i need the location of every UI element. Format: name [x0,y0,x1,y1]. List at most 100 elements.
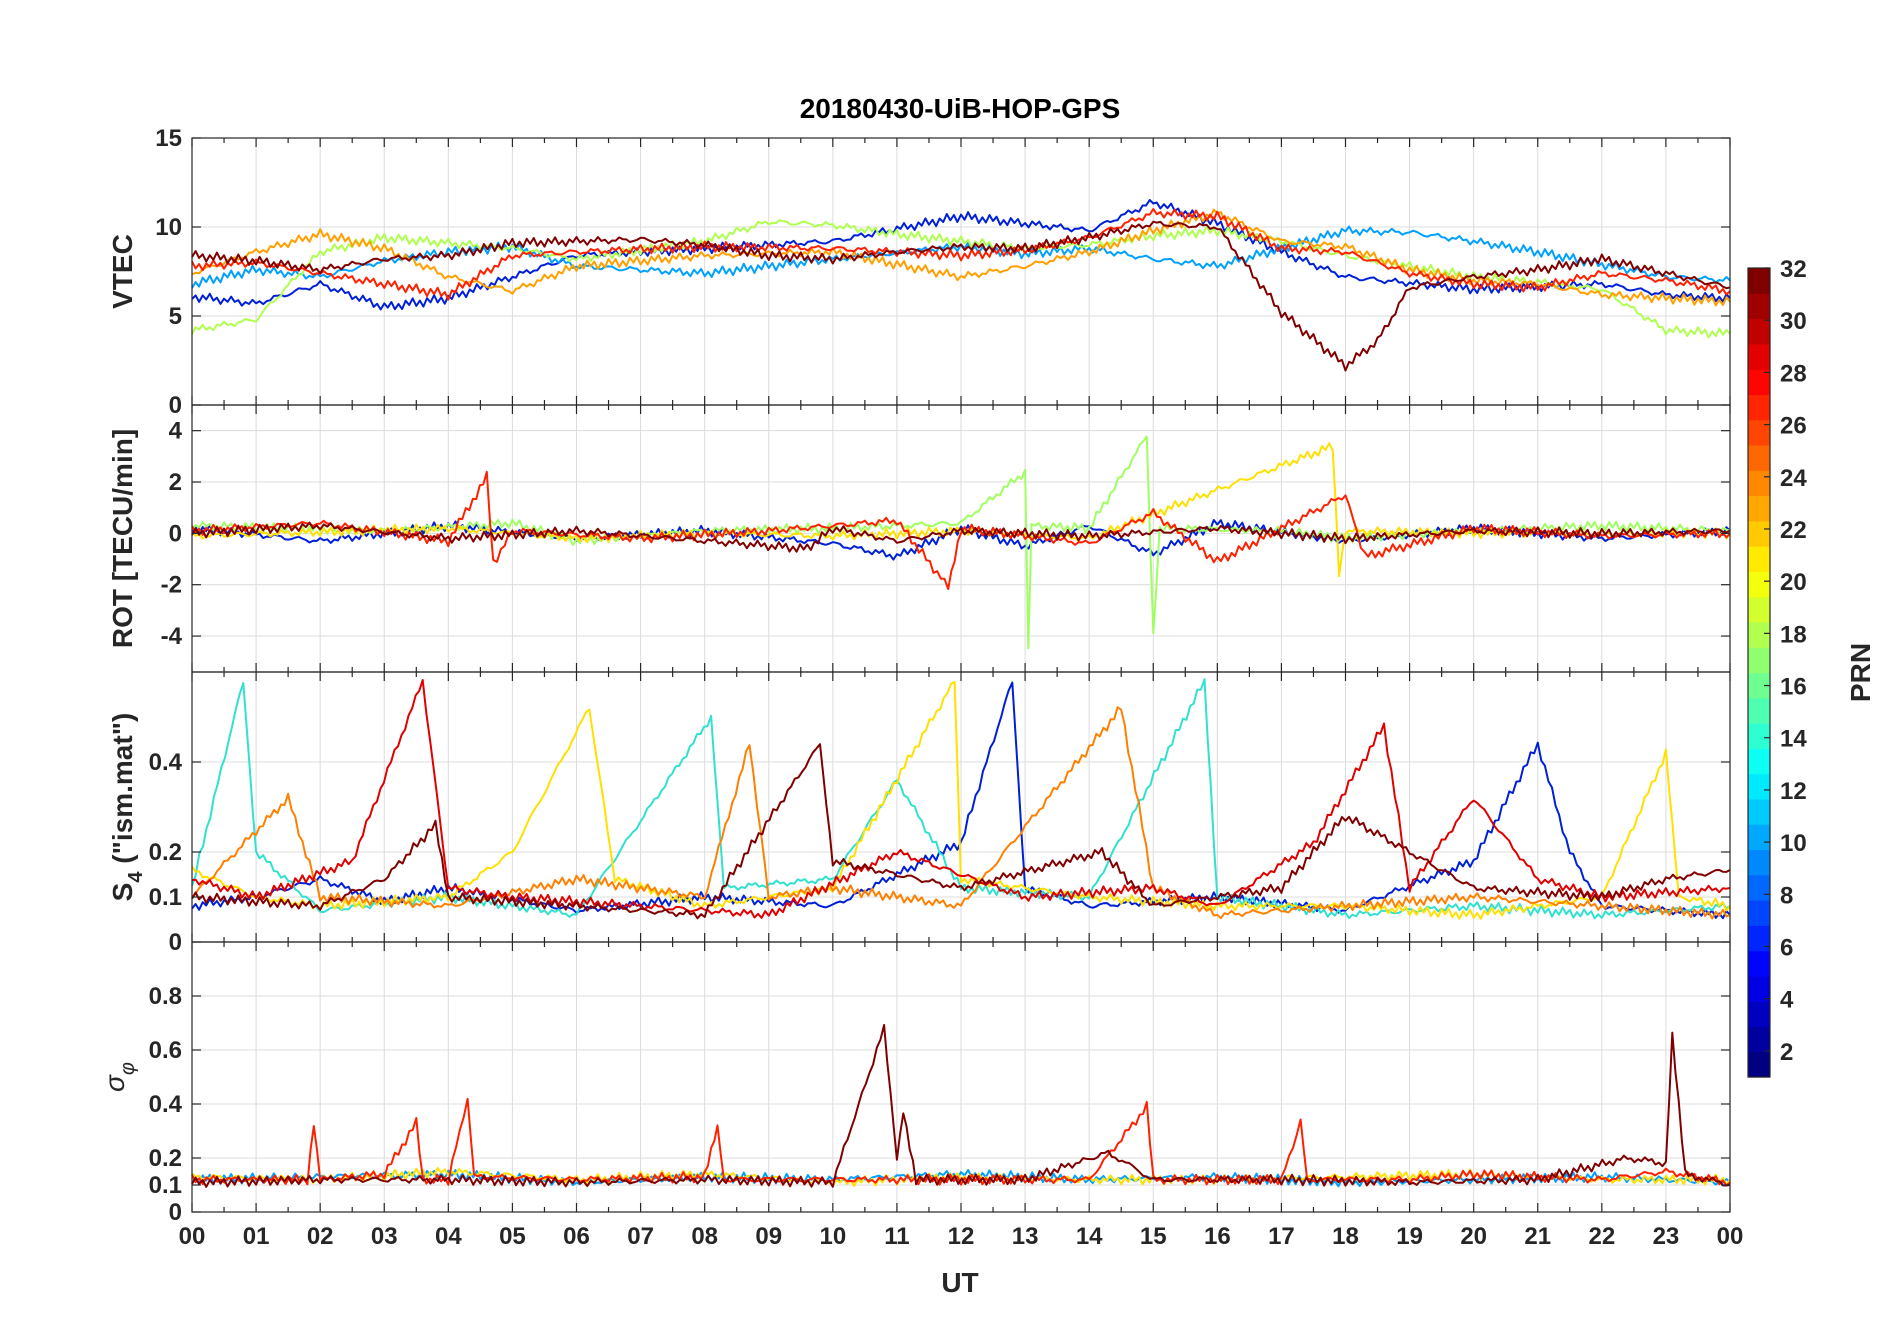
colorbar-segment [1748,1051,1770,1078]
y-axis-label-sub: 4 [125,871,147,883]
y-tick-label: 0 [169,929,182,956]
colorbar-tick-label: 16 [1780,674,1807,701]
y-tick-label: 4 [169,418,183,445]
y-axis-label: S4 ("ism.mat") [107,713,147,902]
colorbar-segment [1748,925,1770,952]
colorbar-segment [1748,1001,1770,1028]
y-tick-label: 10 [155,214,182,241]
x-tick-label: 23 [1653,1223,1680,1250]
x-tick-label: 16 [1204,1223,1231,1250]
y-tick-label: 0 [169,520,182,547]
y-tick-label: -2 [161,572,182,599]
colorbar-segment [1748,975,1770,1002]
colorbar-segment [1748,874,1770,901]
chart-title: 20180430-UiB-HOP-GPS [800,93,1121,124]
x-tick-label: 00 [1717,1223,1744,1250]
colorbar-segment [1748,571,1770,598]
x-tick-label: 18 [1332,1223,1359,1250]
colorbar-tick-label: 6 [1780,935,1793,962]
x-tick-label: 11 [884,1223,909,1250]
series-prn-27 [191,470,1731,590]
x-tick-label: 09 [755,1223,782,1250]
colorbar-tick-label: 14 [1780,726,1807,753]
colorbar-tick-label: 24 [1780,465,1807,492]
panel-2: -4 -2 0 2 4 ROT [TECU/min] [107,404,1731,673]
y-tick-label: 0.6 [149,1037,182,1064]
series-prn-32 [191,220,1731,372]
colorbar-tick-label: 30 [1780,308,1807,335]
panel-1: 0 5 10 15 VTEC [107,125,1731,419]
x-tick-label: 17 [1268,1223,1295,1250]
colorbar-segment [1748,647,1770,674]
x-tick-label: 01 [243,1223,270,1250]
y-axis-label-main: S [107,883,138,902]
colorbar-segment [1748,343,1770,370]
colorbar-segment [1748,849,1770,876]
colorbar-segment [1748,394,1770,421]
y-axis-label: σφ [99,1062,139,1092]
series-prn-32 [191,521,1731,553]
series-prn-18 [191,219,1731,339]
colorbar-segment [1748,369,1770,396]
colorbar-segment [1748,419,1770,446]
y-tick-label: 0.2 [149,839,182,866]
y-axis-label-main: σ [99,1074,130,1092]
x-tick-label: 07 [627,1223,654,1250]
y-axis-label-sub: φ [117,1062,139,1075]
colorbar-segment [1748,470,1770,497]
series-prn-32 [191,743,1731,920]
series-prn-22 [191,208,1731,307]
colorbar-segment [1748,268,1770,294]
x-tick-label: 21 [1524,1223,1551,1250]
x-tick-label: 22 [1588,1223,1615,1250]
colorbar-segment [1748,697,1770,724]
colorbar-tick-label: 26 [1780,413,1807,440]
colorbar-segment [1748,520,1770,547]
y-tick-label: 0.2 [149,1145,182,1172]
colorbar-segment [1748,546,1770,572]
x-tick-label: 05 [499,1223,526,1250]
y-tick-label: 0 [169,392,182,419]
colorbar-tick-label: 32 [1780,256,1807,283]
colorbar-tick-label: 20 [1780,569,1807,596]
colorbar-segment [1748,723,1770,749]
series-prn-20 [191,681,1731,920]
y-tick-label: 0.1 [149,884,182,911]
x-tick-label: 19 [1396,1223,1423,1250]
colorbar-tick-label: 12 [1780,778,1807,805]
y-axis-label: ROT [TECU/min] [107,429,138,648]
x-tick-label: 13 [1012,1223,1039,1250]
x-tick-label: 20 [1460,1223,1487,1250]
colorbar-segment [1748,824,1770,851]
x-axis-label: UT [941,1267,978,1298]
colorbar-segment [1748,596,1770,623]
colorbar-tick-label: 28 [1780,360,1807,387]
colorbar-segment [1748,950,1770,977]
colorbar-segment [1748,672,1770,699]
y-axis-label-rest: ("ism.mat") [107,713,138,872]
y-tick-label: 0.1 [149,1172,182,1199]
x-tick-label: 08 [691,1223,718,1250]
x-tick-label: 12 [948,1223,975,1250]
y-tick-label: 5 [169,303,182,330]
colorbar-segment [1748,900,1770,926]
colorbar-segment [1748,773,1770,800]
x-tick-label: 03 [371,1223,398,1250]
y-tick-label: -4 [161,623,183,650]
colorbar-frame [1747,267,1771,1078]
colorbar-tick-label: 22 [1780,517,1807,544]
y-tick-label: 2 [169,469,182,496]
x-tick-label: 15 [1140,1223,1167,1250]
x-tick-label: 06 [563,1223,590,1250]
x-axis: 00 01 02 03 04 05 06 07 08 09 10 11 12 13 14 15 16 17 18 19… [179,1223,1744,1250]
colorbar-segment [1748,1026,1770,1053]
x-tick-label: 04 [435,1223,462,1250]
colorbar-segment [1748,748,1770,775]
colorbar-tick-label: 10 [1780,830,1807,857]
x-tick-label: 14 [1076,1223,1103,1250]
y-tick-label: 0.4 [149,749,183,776]
x-tick-label: 02 [307,1223,334,1250]
y-axis-label: VTEC [107,234,138,309]
